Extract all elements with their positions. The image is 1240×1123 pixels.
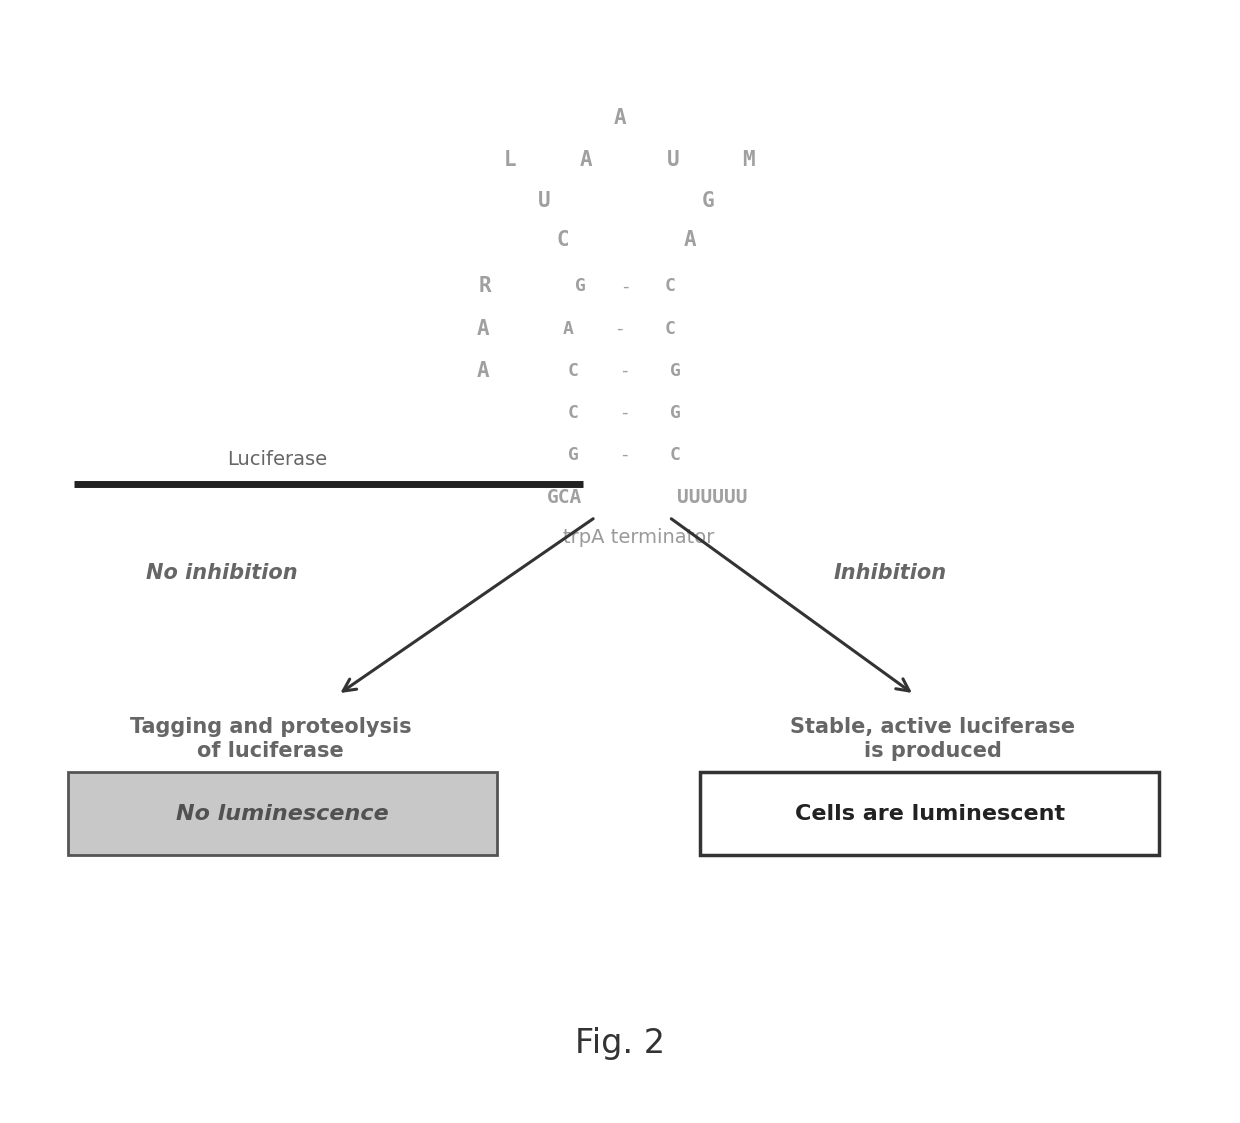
Text: Tagging and proteolysis
of luciferase: Tagging and proteolysis of luciferase — [130, 718, 412, 760]
Text: Cells are luminescent: Cells are luminescent — [795, 804, 1065, 824]
Text: C: C — [670, 446, 681, 464]
Text: C: C — [568, 362, 579, 380]
Text: -: - — [621, 446, 627, 464]
Text: trpA terminator: trpA terminator — [563, 528, 714, 547]
Text: GCA: GCA — [547, 487, 583, 506]
FancyBboxPatch shape — [699, 773, 1159, 856]
Text: M: M — [743, 150, 755, 170]
Text: Luciferase: Luciferase — [227, 450, 327, 469]
Text: A: A — [614, 108, 626, 128]
Text: C: C — [665, 277, 676, 295]
Text: -: - — [616, 320, 622, 338]
Text: Stable, active luciferase
is produced: Stable, active luciferase is produced — [790, 718, 1075, 760]
Text: G: G — [670, 362, 681, 380]
Text: C: C — [665, 320, 676, 338]
Text: A: A — [476, 360, 489, 381]
Text: -: - — [621, 404, 627, 422]
Text: No luminescence: No luminescence — [176, 804, 389, 824]
Text: No inhibition: No inhibition — [146, 563, 298, 583]
Text: A: A — [683, 230, 696, 249]
Text: -: - — [622, 277, 629, 295]
Text: G: G — [670, 404, 681, 422]
Text: L: L — [503, 150, 516, 170]
FancyBboxPatch shape — [68, 773, 497, 856]
Text: C: C — [556, 230, 569, 249]
Text: U: U — [538, 191, 551, 211]
Text: A: A — [579, 150, 591, 170]
Text: U: U — [666, 150, 680, 170]
Text: A: A — [476, 319, 489, 339]
Text: C: C — [568, 404, 579, 422]
Text: A: A — [563, 320, 574, 338]
Text: Fig. 2: Fig. 2 — [575, 1028, 665, 1060]
Text: G: G — [568, 446, 579, 464]
Text: G: G — [702, 191, 714, 211]
Text: G: G — [575, 277, 587, 295]
Text: Inhibition: Inhibition — [833, 563, 946, 583]
Text: -: - — [621, 362, 627, 380]
Text: UUUUUU: UUUUUU — [677, 487, 748, 506]
Text: R: R — [479, 276, 491, 296]
